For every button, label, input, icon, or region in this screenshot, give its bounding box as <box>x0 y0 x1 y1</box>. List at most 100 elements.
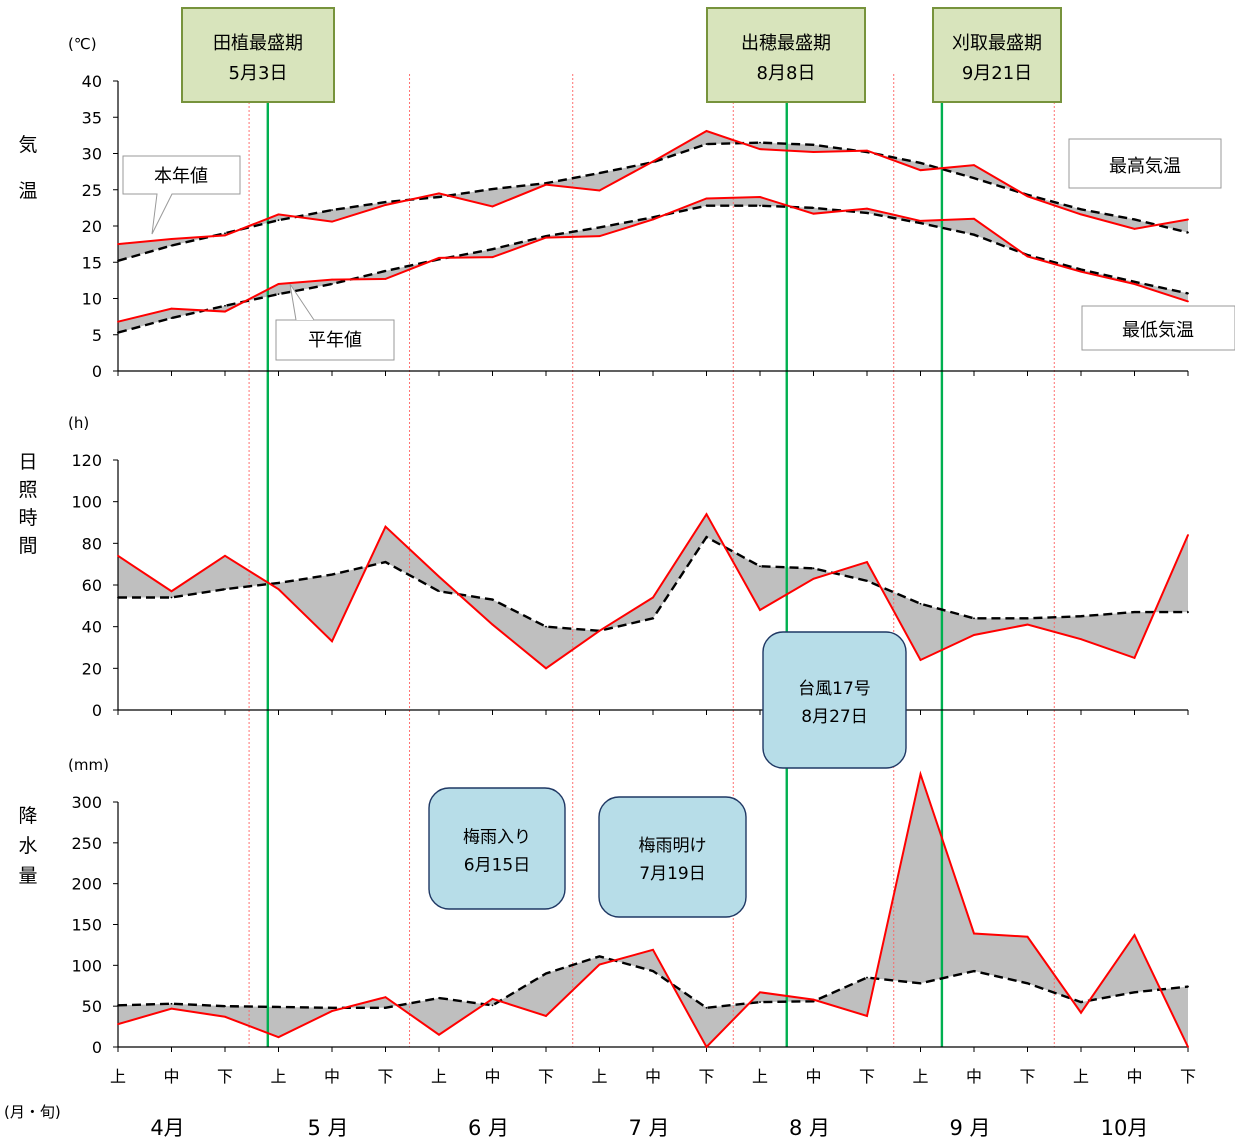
current-series-line-point <box>812 151 815 153</box>
normal-series-line-point <box>705 1006 708 1009</box>
current-series-line-point <box>1026 195 1029 198</box>
normal-series-line-point <box>759 565 761 568</box>
unit-label: (℃) <box>68 35 97 53</box>
y-tick-label: 50 <box>82 997 102 1016</box>
current-series-line-point <box>384 996 387 999</box>
month-label: 7 月 <box>628 1116 669 1140</box>
event-label-line2: 6月15日 <box>464 856 530 876</box>
normal-series-line-point <box>812 1000 815 1003</box>
current-series-line-point <box>866 561 868 563</box>
current-series-line-point <box>919 773 922 776</box>
current-series-line-point <box>866 1015 868 1017</box>
normal-series-line-point <box>491 1004 494 1007</box>
normal-series-line-point <box>973 617 975 620</box>
normal-series-line-point <box>384 1006 387 1009</box>
current-series-line-point <box>224 1015 226 1018</box>
normal-series-line-point <box>759 1001 761 1003</box>
stage-label-line1: 刈取最盛期 <box>952 33 1042 54</box>
stage-label-line1: 出穂最盛期 <box>741 33 831 54</box>
current-series-line-point <box>384 525 387 528</box>
current-series-line-point <box>277 1036 280 1039</box>
current-series-line-point <box>1026 255 1029 258</box>
normal-series-line-point <box>1187 231 1189 234</box>
normal-series-line-point <box>331 209 333 211</box>
normal-series-line-point <box>117 1004 119 1007</box>
normal-series-line-point <box>866 579 868 582</box>
decade-label: 下 <box>859 1067 875 1086</box>
normal-series-line-point <box>117 259 119 262</box>
y-tick-label: 80 <box>82 534 102 553</box>
y-tick-label: 100 <box>71 956 102 975</box>
event-box <box>762 631 907 769</box>
y-tick-label: 0 <box>92 362 102 381</box>
normal-series-line-point <box>438 196 440 198</box>
normal-series-line-point <box>170 1002 173 1005</box>
axis-title-char: 降 <box>18 805 37 827</box>
current-series-line-point <box>170 1007 173 1010</box>
normal-series-line-point <box>652 216 654 219</box>
current-series-line-point <box>759 196 761 198</box>
normal-series-line-point <box>866 212 868 214</box>
current-series-line-point <box>598 629 601 632</box>
normal-series-line-point <box>545 625 547 628</box>
decade-label: 上 <box>431 1067 447 1086</box>
normal-series-line-point <box>224 304 226 307</box>
normal-series-line-point <box>117 331 119 334</box>
event-box <box>598 796 747 918</box>
current-series-line-point <box>331 1010 333 1012</box>
y-tick-label: 25 <box>82 181 102 200</box>
callout-normal-box <box>275 319 395 361</box>
normal-series-line <box>117 204 1189 334</box>
decade-label: 中 <box>1126 1067 1142 1086</box>
current-series-line-point <box>277 588 280 591</box>
decade-label: 下 <box>377 1067 393 1086</box>
current-series-line-point <box>866 149 868 152</box>
normal-series-line-point <box>224 232 226 235</box>
axis-title-char: 気 <box>18 134 37 156</box>
normal-series-line-point <box>491 248 494 251</box>
callout-normal-label: 平年値 <box>308 330 362 351</box>
normal-series-line-point <box>384 201 387 203</box>
event-label-line2: 7月19日 <box>639 864 705 884</box>
current-series-line-point <box>1133 934 1136 937</box>
normal-series-line-point <box>1133 991 1136 994</box>
normal-series-line-point <box>331 573 333 576</box>
current-series-line-point <box>598 235 601 238</box>
stage-label-line2: 8月8日 <box>757 63 816 84</box>
normal-series-line-point <box>919 162 922 164</box>
normal-series-line-point <box>705 536 708 538</box>
decade-label: 上 <box>1073 1067 1089 1086</box>
normal-series-line-point <box>812 143 815 146</box>
normal-series-line-point <box>491 598 494 601</box>
event-label-line1: 台風17号 <box>798 679 871 699</box>
normal-series-line-point <box>919 982 922 985</box>
current-series-line-point <box>866 207 868 210</box>
stage-box <box>932 7 1062 103</box>
normal-series-line-point <box>1187 611 1189 613</box>
decade-label: 中 <box>966 1067 982 1086</box>
normal-series-line-point <box>919 222 922 225</box>
y-tick-label: 100 <box>71 493 102 512</box>
month-label: 8 月 <box>789 1116 830 1140</box>
current-series-line-point <box>705 197 708 200</box>
current-series-line-point <box>438 257 440 259</box>
current-series-line-point <box>652 218 654 221</box>
current-series-line-point <box>331 278 333 281</box>
decade-label: 中 <box>805 1067 821 1086</box>
current-series-line-point <box>117 554 119 557</box>
normal-series-line-point <box>224 1005 226 1008</box>
current-series-line-point <box>973 164 975 167</box>
current-series-line-point <box>919 659 922 661</box>
axis-title-char: 水 <box>18 835 37 857</box>
current-series-line-point <box>759 991 761 994</box>
normal-series-line-point <box>545 972 547 975</box>
current-series-line-point <box>117 243 119 246</box>
axis-title-char: 照 <box>18 479 37 501</box>
event-label-line2: 8月27日 <box>801 707 867 727</box>
normal-series-line-point <box>812 567 815 570</box>
decade-label: 中 <box>645 1067 661 1086</box>
axis-title-char: 量 <box>18 865 37 887</box>
y-tick-label: 30 <box>82 145 102 164</box>
y-tick-label: 0 <box>92 1038 102 1057</box>
